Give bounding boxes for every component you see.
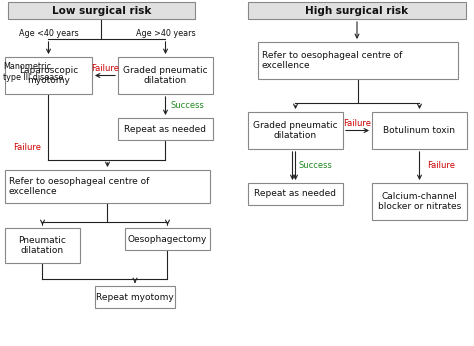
Text: Calcium-channel
blocker or nitrates: Calcium-channel blocker or nitrates <box>378 192 461 211</box>
Text: Pneumatic
dilatation: Pneumatic dilatation <box>18 236 66 255</box>
Text: Manometric
type III disease: Manometric type III disease <box>3 62 64 82</box>
Bar <box>372 112 467 149</box>
Bar <box>8 2 195 19</box>
Bar <box>125 228 210 250</box>
Bar <box>248 112 343 149</box>
Text: Failure: Failure <box>13 144 41 153</box>
Text: High surgical risk: High surgical risk <box>305 6 409 16</box>
Text: Botulinum toxin: Botulinum toxin <box>383 126 456 135</box>
Bar <box>5 228 80 263</box>
Text: Repeat as needed: Repeat as needed <box>255 190 337 199</box>
Bar <box>95 286 175 308</box>
Text: Age <40 years: Age <40 years <box>18 29 78 38</box>
Text: Graded pneumatic
dilatation: Graded pneumatic dilatation <box>253 121 338 140</box>
Bar <box>372 183 467 220</box>
Bar <box>5 57 92 94</box>
Text: Age >40 years: Age >40 years <box>136 29 195 38</box>
Text: Repeat myotomy: Repeat myotomy <box>96 292 174 301</box>
Text: Refer to oesophageal centre of
excellence: Refer to oesophageal centre of excellenc… <box>9 177 149 196</box>
Text: Repeat as needed: Repeat as needed <box>125 125 207 134</box>
Text: Failure: Failure <box>428 162 456 171</box>
Text: Graded pneumatic
dilatation: Graded pneumatic dilatation <box>123 66 208 85</box>
Text: Success: Success <box>171 101 204 110</box>
Bar <box>5 170 210 203</box>
Text: Laparoscopic
myotomy: Laparoscopic myotomy <box>19 66 78 85</box>
Text: Failure: Failure <box>91 64 119 73</box>
Text: Failure: Failure <box>344 119 372 128</box>
Bar <box>258 42 458 79</box>
Bar <box>118 118 213 140</box>
Text: Low surgical risk: Low surgical risk <box>52 6 151 16</box>
Text: Refer to oesophageal centre of
excellence: Refer to oesophageal centre of excellenc… <box>262 51 402 70</box>
Bar <box>248 2 466 19</box>
Text: Oesophagectomy: Oesophagectomy <box>128 235 207 244</box>
Bar <box>118 57 213 94</box>
Text: Success: Success <box>299 162 332 171</box>
Bar <box>248 183 343 205</box>
